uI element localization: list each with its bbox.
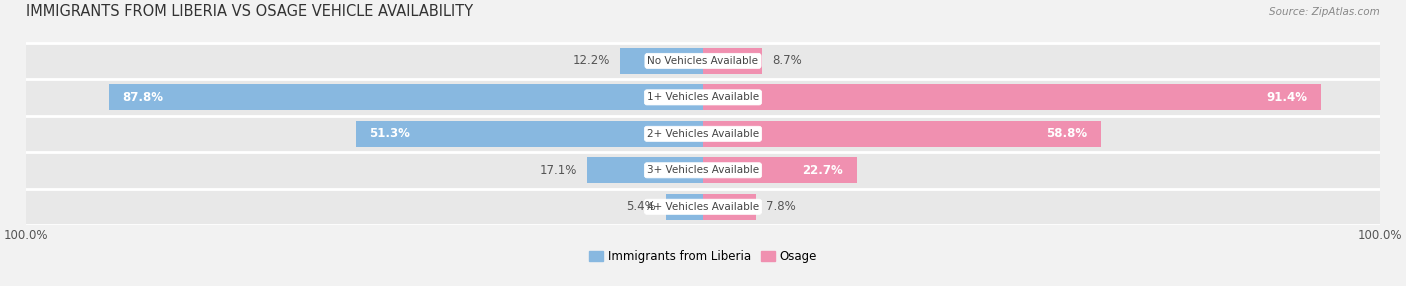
Bar — [703, 84, 1322, 110]
Text: No Vehicles Available: No Vehicles Available — [648, 56, 758, 66]
Text: 1+ Vehicles Available: 1+ Vehicles Available — [647, 92, 759, 102]
Legend: Immigrants from Liberia, Osage: Immigrants from Liberia, Osage — [585, 245, 821, 268]
Text: 17.1%: 17.1% — [540, 164, 576, 177]
Bar — [27, 79, 1379, 116]
Bar — [703, 48, 762, 74]
Bar — [588, 157, 703, 183]
Bar — [703, 121, 1101, 147]
Text: 2+ Vehicles Available: 2+ Vehicles Available — [647, 129, 759, 139]
Text: 7.8%: 7.8% — [766, 200, 796, 213]
Bar — [620, 48, 703, 74]
Bar — [27, 188, 1379, 225]
Text: 91.4%: 91.4% — [1267, 91, 1308, 104]
Text: 12.2%: 12.2% — [572, 54, 610, 67]
Bar — [108, 84, 703, 110]
Text: 5.4%: 5.4% — [627, 200, 657, 213]
Bar — [27, 152, 1379, 188]
Bar — [703, 157, 856, 183]
Text: 58.8%: 58.8% — [1046, 127, 1087, 140]
Bar — [703, 194, 756, 220]
Text: 22.7%: 22.7% — [803, 164, 844, 177]
Text: IMMIGRANTS FROM LIBERIA VS OSAGE VEHICLE AVAILABILITY: IMMIGRANTS FROM LIBERIA VS OSAGE VEHICLE… — [27, 4, 474, 19]
Bar — [666, 194, 703, 220]
Bar — [27, 43, 1379, 79]
Bar — [27, 116, 1379, 152]
Text: 4+ Vehicles Available: 4+ Vehicles Available — [647, 202, 759, 212]
Text: 51.3%: 51.3% — [370, 127, 411, 140]
Bar — [356, 121, 703, 147]
Text: Source: ZipAtlas.com: Source: ZipAtlas.com — [1268, 7, 1379, 17]
Text: 87.8%: 87.8% — [122, 91, 163, 104]
Text: 3+ Vehicles Available: 3+ Vehicles Available — [647, 165, 759, 175]
Text: 8.7%: 8.7% — [772, 54, 801, 67]
